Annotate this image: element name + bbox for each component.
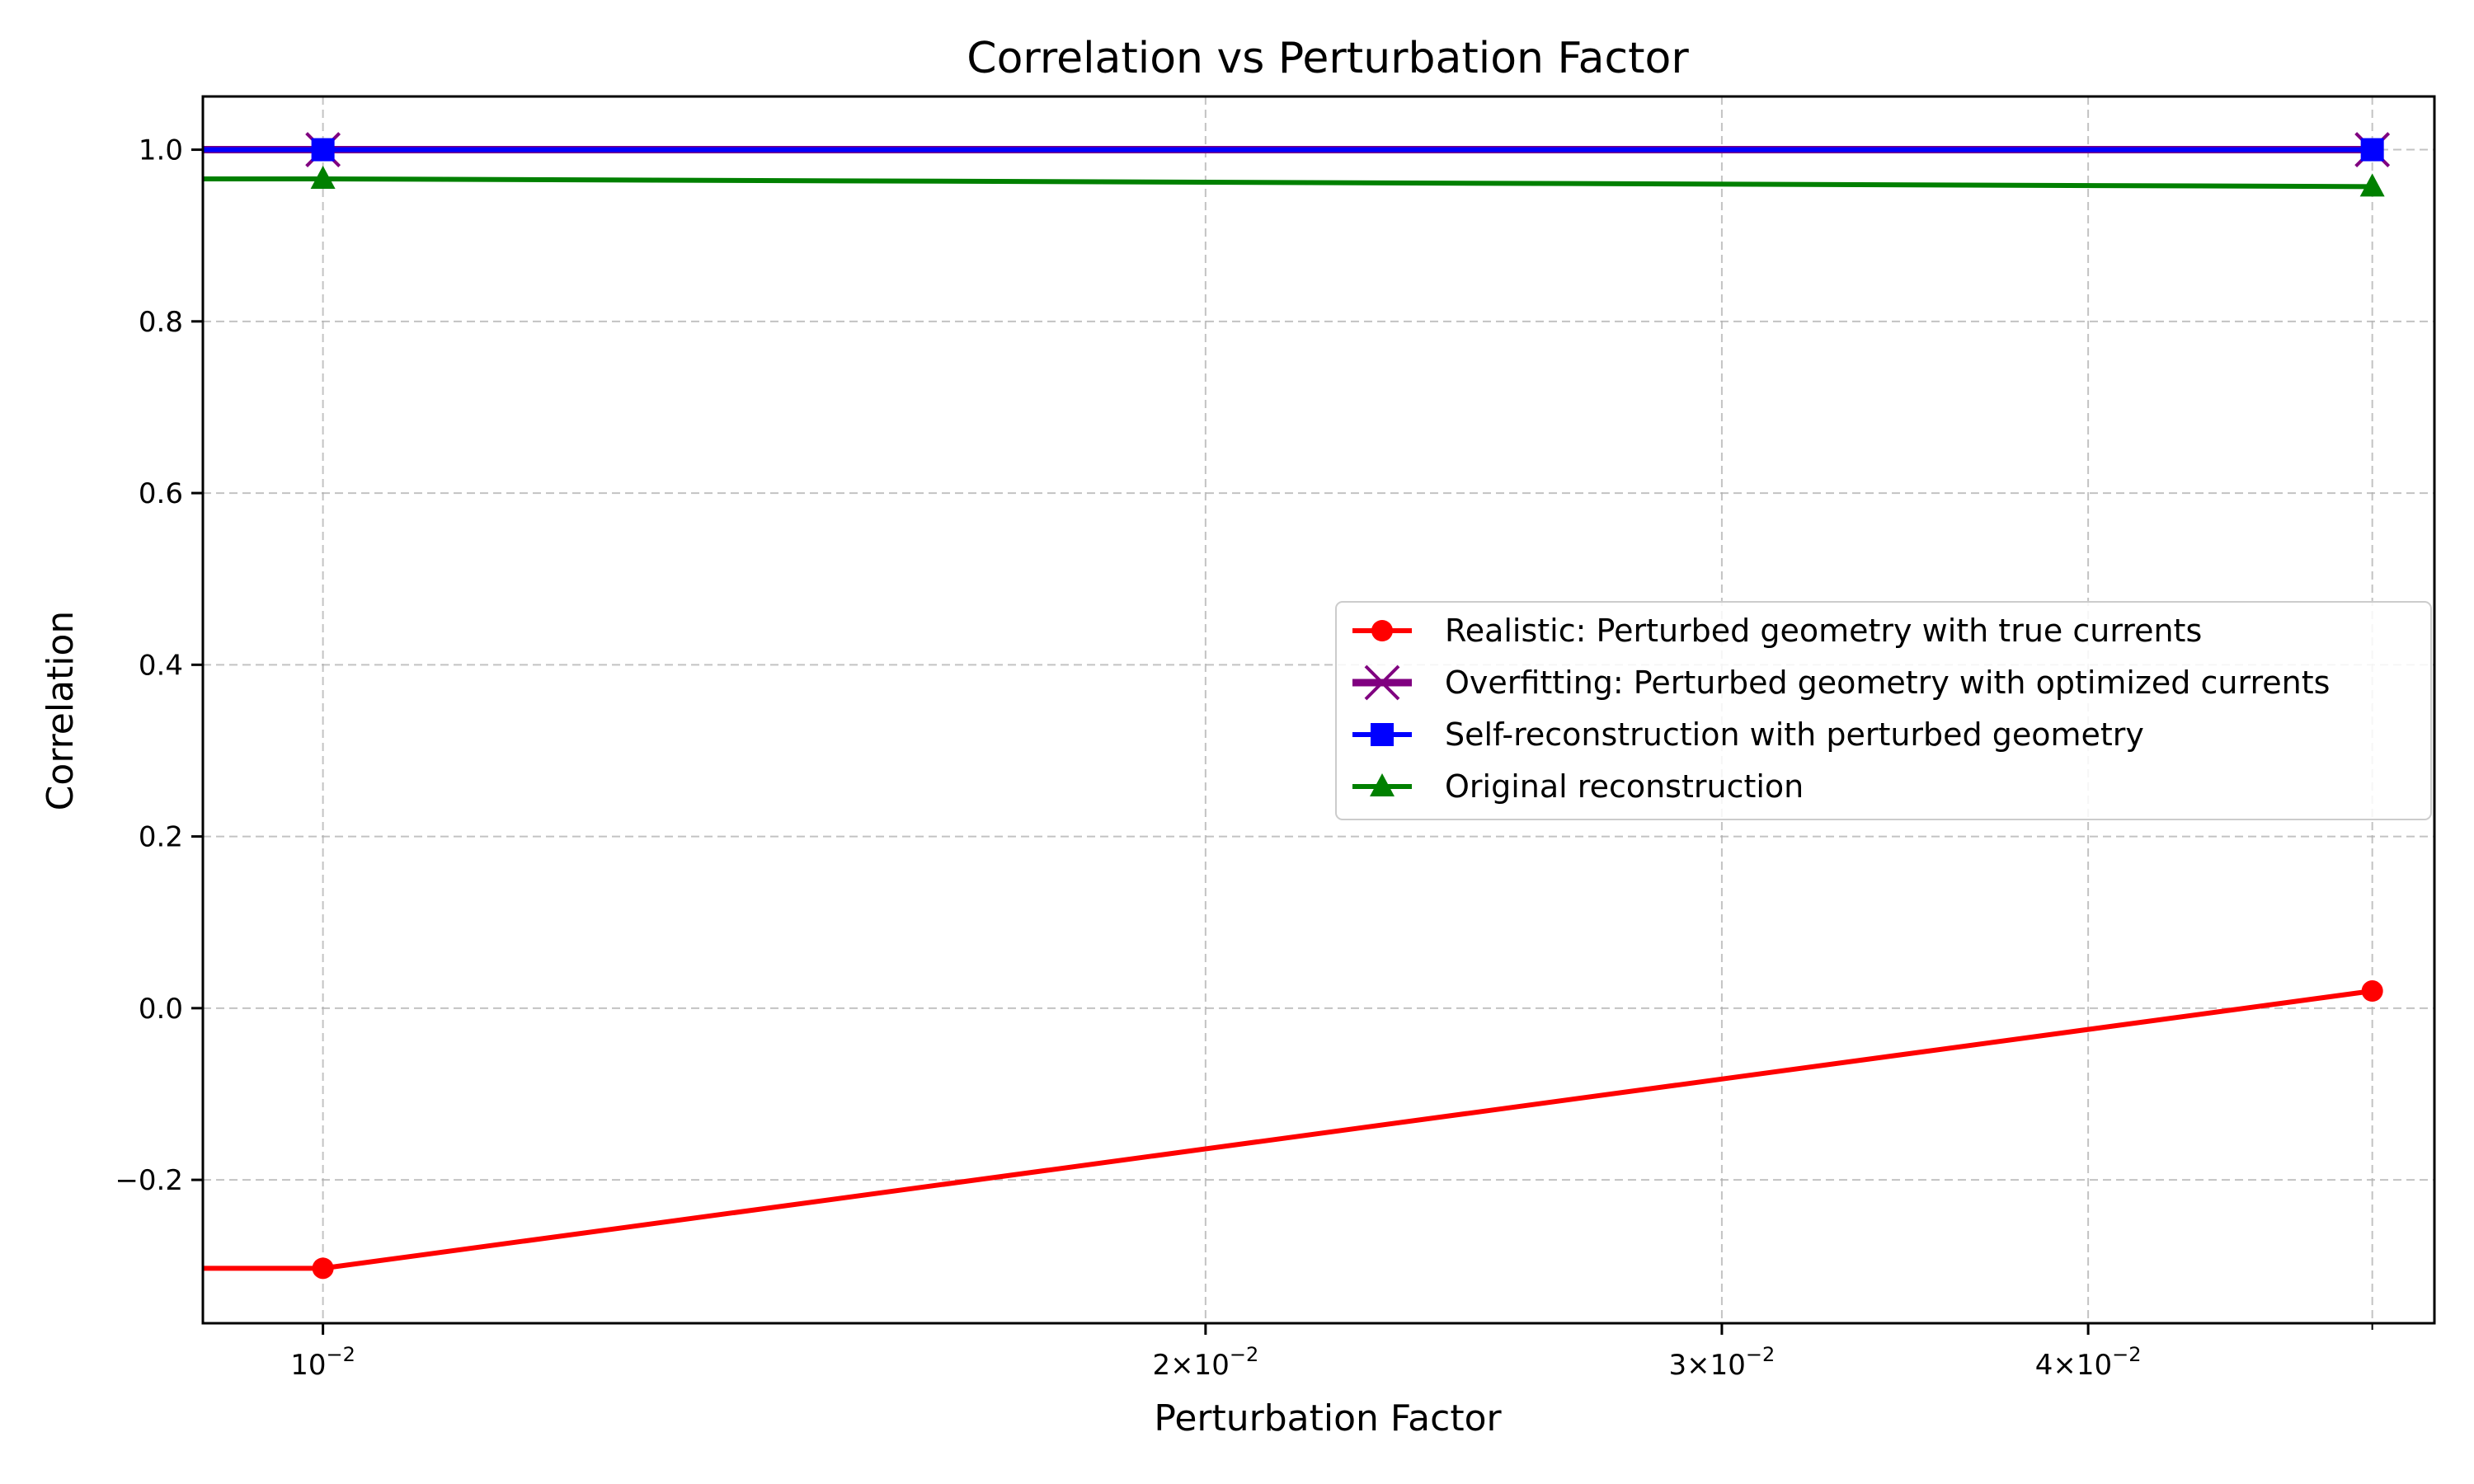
legend: Realistic: Perturbed geometry with true … (1335, 601, 2432, 820)
chart-title: Correlation vs Perturbation Factor (967, 34, 1689, 83)
legend-item: Self-reconstruction with perturbed geome… (1352, 716, 2144, 753)
legend-swatch-marker (1370, 773, 1395, 796)
x-tick-label: 4×10−2 (2035, 1343, 2142, 1382)
data-point (2361, 980, 2383, 1003)
y-axis-label: Correlation (40, 611, 82, 811)
legend-item: Original reconstruction (1352, 768, 1804, 805)
x-axis-label: Perturbation Factor (1154, 1397, 1502, 1439)
x-tick-label: 10−2 (290, 1343, 355, 1382)
y-tick-label: 0.4 (139, 649, 183, 682)
y-tick-label: 0.6 (139, 477, 183, 510)
y-tick-label: 0.8 (139, 306, 183, 339)
data-point (311, 138, 335, 162)
legend-swatch-marker (1371, 620, 1393, 641)
legend-label: Overfitting: Perturbed geometry with opt… (1445, 665, 2330, 701)
legend-swatch-marker (1371, 723, 1394, 746)
legend-label: Self-reconstruction with perturbed geome… (1445, 716, 2144, 753)
legend-item: Overfitting: Perturbed geometry with opt… (1352, 665, 2330, 701)
tick-layer: 10−2 2×10−2 3×10−2 4×10−2 −0.2 0.0 0.2 0.4 0.6 0.… (115, 134, 2373, 1382)
plot-frame (201, 95, 2436, 1325)
x-tick-label: 3×10−2 (1669, 1343, 1776, 1382)
series-2 (203, 138, 2384, 162)
legend-box (1335, 601, 2432, 820)
x-tick-label: 2×10−2 (1152, 1343, 1258, 1382)
y-tick-label: 1.0 (139, 134, 183, 167)
data-point (2360, 138, 2384, 162)
legend-item: Realistic: Perturbed geometry with true … (1352, 613, 2202, 649)
y-tick-label: 0.0 (139, 993, 183, 1026)
series-layer (203, 132, 2391, 1280)
series-0 (203, 980, 2383, 1280)
y-tick-label: 0.2 (139, 821, 183, 854)
series-3 (203, 165, 2385, 197)
y-tick-label: −0.2 (115, 1164, 183, 1197)
data-point (310, 165, 336, 189)
legend-label: Original reconstruction (1445, 768, 1804, 805)
data-point (2359, 173, 2385, 197)
legend-swatch-marker (1364, 665, 1400, 701)
legend-label: Realistic: Perturbed geometry with true … (1445, 613, 2202, 649)
data-point (312, 1257, 334, 1280)
